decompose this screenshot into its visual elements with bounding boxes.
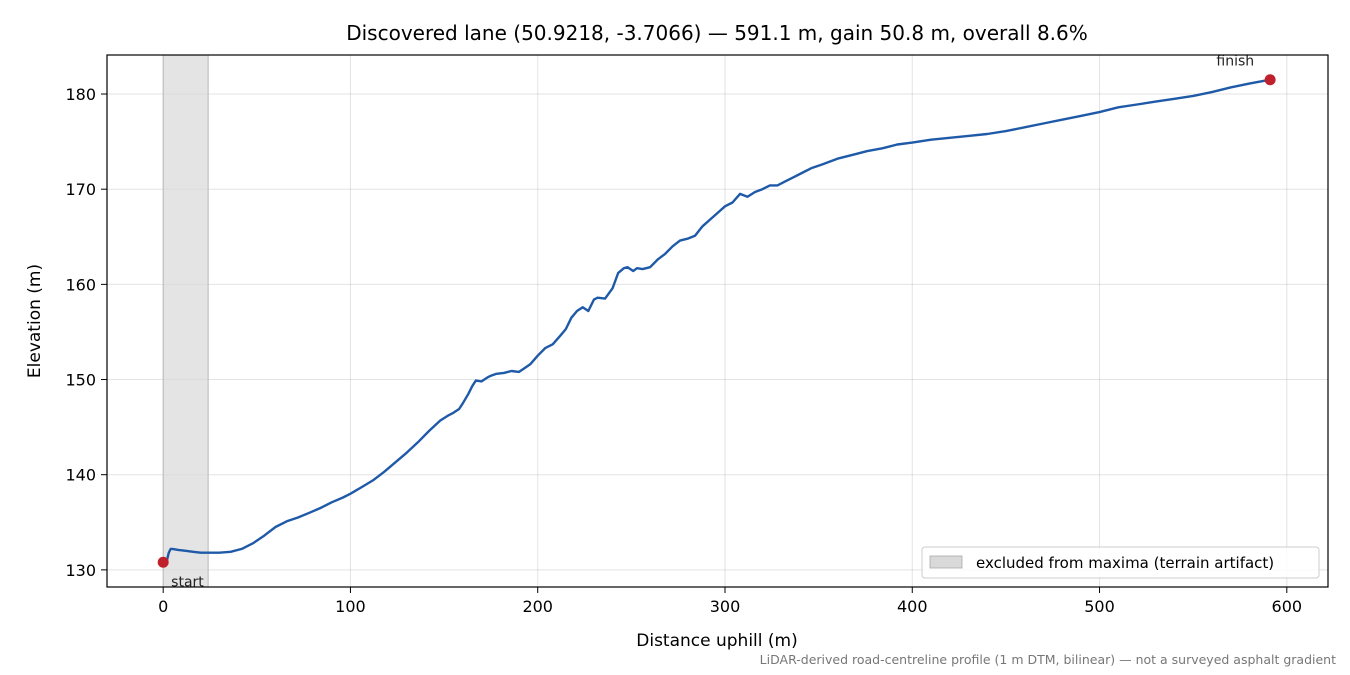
endpoint-markers <box>157 74 1276 568</box>
elevation-line <box>161 78 1272 564</box>
y-tick-label: 170 <box>65 180 96 199</box>
plot-frame <box>106 54 1329 588</box>
x-tick-label: 500 <box>1084 597 1115 616</box>
finish-label: finish <box>1216 54 1254 70</box>
point-annotations: start finish <box>171 54 1254 591</box>
legend-swatch-excluded <box>929 555 963 569</box>
footnote: LiDAR-derived road-centreline profile (1… <box>760 652 1336 667</box>
x-tick-label: 600 <box>1272 597 1303 616</box>
start-label: start <box>171 574 204 590</box>
y-tick-label: 160 <box>65 275 96 294</box>
y-tick-label: 130 <box>65 561 96 580</box>
start-marker <box>157 556 169 568</box>
elevation-series-line <box>161 78 1272 564</box>
legend: excluded from maxima (terrain artifact) <box>921 546 1320 579</box>
x-tick-label: 300 <box>710 597 741 616</box>
y-axis-ticks: 130 140 150 160 170 180 <box>65 85 107 580</box>
x-tick-label: 200 <box>522 597 553 616</box>
y-axis-label: Elevation (m) <box>25 264 45 378</box>
y-tick-label: 150 <box>65 371 96 390</box>
x-axis-ticks: 0 100 200 300 400 500 600 <box>158 587 1302 616</box>
excluded-region-band <box>162 54 209 588</box>
x-tick-label: 0 <box>158 597 168 616</box>
legend-box <box>921 546 1320 579</box>
x-tick-label: 400 <box>897 597 928 616</box>
excluded-region <box>162 54 209 588</box>
x-tick-label: 100 <box>335 597 366 616</box>
legend-label-excluded: excluded from maxima (terrain artifact) <box>976 554 1274 572</box>
finish-marker <box>1264 74 1276 86</box>
y-tick-label: 180 <box>65 85 96 104</box>
grid <box>107 55 1328 587</box>
x-axis-label: Distance uphill (m) <box>636 631 797 651</box>
chart-title: Discovered lane (50.9218, -3.7066) — 591… <box>346 21 1088 45</box>
y-tick-label: 140 <box>65 466 96 485</box>
